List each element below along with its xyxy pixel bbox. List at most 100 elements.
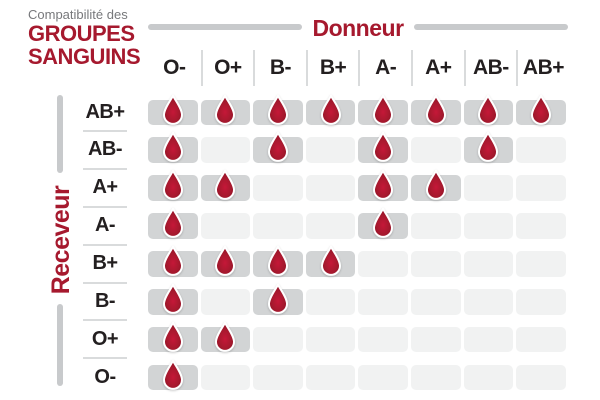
compat-cell-B+-A-: [358, 251, 408, 277]
receiver-label-B-: B-: [94, 290, 116, 312]
receiver-label-A-: A-: [94, 214, 116, 237]
compat-cell-O--O+: [200, 364, 251, 391]
blood-drop-icon: [320, 245, 341, 276]
compat-cell-AB+-O+: [200, 94, 251, 125]
compat-cell-A--AB+: [516, 213, 566, 239]
compat-cell-AB--AB+: [516, 137, 566, 163]
compat-cell-AB--B-: [253, 131, 303, 163]
compat-cell-O+-B+: [305, 326, 356, 353]
compat-cell-B--O-: [148, 283, 198, 315]
compat-cell-AB--B+: [305, 137, 356, 163]
donor-header-A-: A-: [358, 50, 411, 86]
compat-cell-O--B-: [253, 364, 303, 391]
compat-cell-AB--O-: [148, 131, 198, 163]
compat-cell-B--AB-: [463, 289, 514, 315]
compat-cell-O--AB-: [463, 364, 514, 391]
chart-title-line2: SANGUINS: [28, 44, 141, 69]
compat-cell-B+-AB-: [463, 251, 514, 277]
blood-drop-icon: [215, 321, 236, 352]
blood-drop-icon: [478, 131, 499, 163]
receiver-label-AB+: AB+: [85, 100, 125, 123]
compat-cell-AB+-O-: [148, 94, 198, 125]
donor-header-AB-: AB-: [463, 50, 517, 86]
compat-cell-B--AB+: [516, 289, 566, 315]
compat-cell-A+-O+: [200, 169, 251, 201]
compat-cell-O+-A+: [411, 326, 461, 353]
compat-cell-A--B-: [253, 213, 303, 239]
compat-cell-B--A+: [411, 289, 461, 315]
compat-cell-A+-B-: [253, 175, 303, 201]
donor-header-O+: O+: [200, 50, 254, 86]
donor-header-O-: O-: [163, 56, 186, 79]
blood-drop-icon: [425, 94, 446, 125]
row-label-separator: [83, 243, 127, 246]
blood-drop-icon: [373, 94, 394, 125]
donor-header-AB+: AB+: [516, 50, 569, 86]
blood-drop-icon: [215, 245, 236, 276]
blood-drop-icon: [373, 169, 394, 201]
compat-cell-O+-AB-: [463, 326, 514, 353]
compat-cell-B--A-: [358, 289, 408, 315]
compat-cell-AB+-AB-: [463, 94, 514, 125]
donor-header-B+: B+: [305, 50, 359, 86]
chart-title-line1: GROUPES: [28, 21, 135, 46]
blood-drop-icon: [478, 94, 499, 125]
blood-drop-icon: [162, 283, 183, 314]
donor-header-B-: B-: [253, 50, 306, 86]
receiver-axis-rule-top: [57, 95, 63, 173]
blood-drop-icon: [162, 169, 183, 201]
compat-cell-O--A-: [358, 364, 408, 391]
blood-drop-icon: [162, 94, 183, 125]
compat-cell-B--O+: [200, 289, 251, 315]
receiver-axis-label: Receveur: [47, 185, 75, 295]
compat-cell-B+-B-: [253, 245, 303, 277]
compat-cell-A+-O-: [148, 169, 198, 201]
blood-drop-icon: [215, 94, 236, 125]
compat-cell-B+-A+: [411, 251, 461, 277]
compat-cell-AB--AB-: [463, 131, 514, 163]
compat-cell-AB--O+: [200, 137, 251, 163]
compat-cell-B+-AB+: [516, 251, 566, 277]
row-label-separator: [83, 129, 127, 132]
compat-cell-A+-AB+: [516, 175, 566, 201]
row-label-separator: [83, 281, 127, 284]
blood-drop-icon: [162, 321, 183, 352]
blood-drop-icon: [162, 131, 183, 163]
compat-cell-A+-AB-: [463, 175, 514, 201]
compat-cell-AB--A+: [411, 137, 461, 163]
receiver-label-B+: B+: [92, 252, 118, 275]
blood-drop-icon: [267, 131, 288, 163]
compat-cell-A--A-: [358, 207, 408, 239]
row-label-separator: [83, 167, 127, 170]
compat-cell-AB+-B-: [253, 94, 303, 125]
compat-cell-O+-AB+: [516, 326, 566, 353]
compat-cell-B+-B+: [305, 245, 356, 277]
blood-drop-icon: [373, 207, 394, 239]
donor-axis-rule-left: [148, 24, 302, 30]
blood-drop-icon: [267, 94, 288, 125]
compat-cell-AB+-A-: [358, 94, 408, 125]
receiver-label-O-: O-: [94, 365, 116, 388]
compat-cell-AB+-AB+: [516, 94, 566, 125]
compat-cell-O--A+: [411, 364, 461, 391]
compat-cell-O+-O+: [200, 321, 251, 353]
blood-drop-icon: [162, 245, 183, 276]
row-label-separator: [83, 205, 127, 208]
compat-cell-O--AB+: [516, 364, 566, 391]
compat-cell-O+-B-: [253, 326, 303, 353]
row-label-separator: [83, 357, 127, 360]
compat-cell-A--O-: [148, 207, 198, 239]
blood-drop-icon: [530, 94, 551, 125]
receiver-label-AB-: AB-: [87, 138, 123, 161]
blood-drop-icon: [162, 359, 183, 390]
chart-subtitle: Compatibilité des: [28, 7, 128, 22]
compat-cell-A--B+: [305, 213, 356, 239]
compat-cell-B--B-: [253, 283, 303, 315]
compat-cell-B--B+: [305, 289, 356, 315]
blood-drop-icon: [215, 169, 236, 201]
compat-cell-B+-O-: [148, 245, 198, 277]
compat-cell-A--AB-: [463, 213, 514, 239]
compat-cell-B+-O+: [200, 245, 251, 277]
compat-cell-A+-B+: [305, 175, 356, 201]
